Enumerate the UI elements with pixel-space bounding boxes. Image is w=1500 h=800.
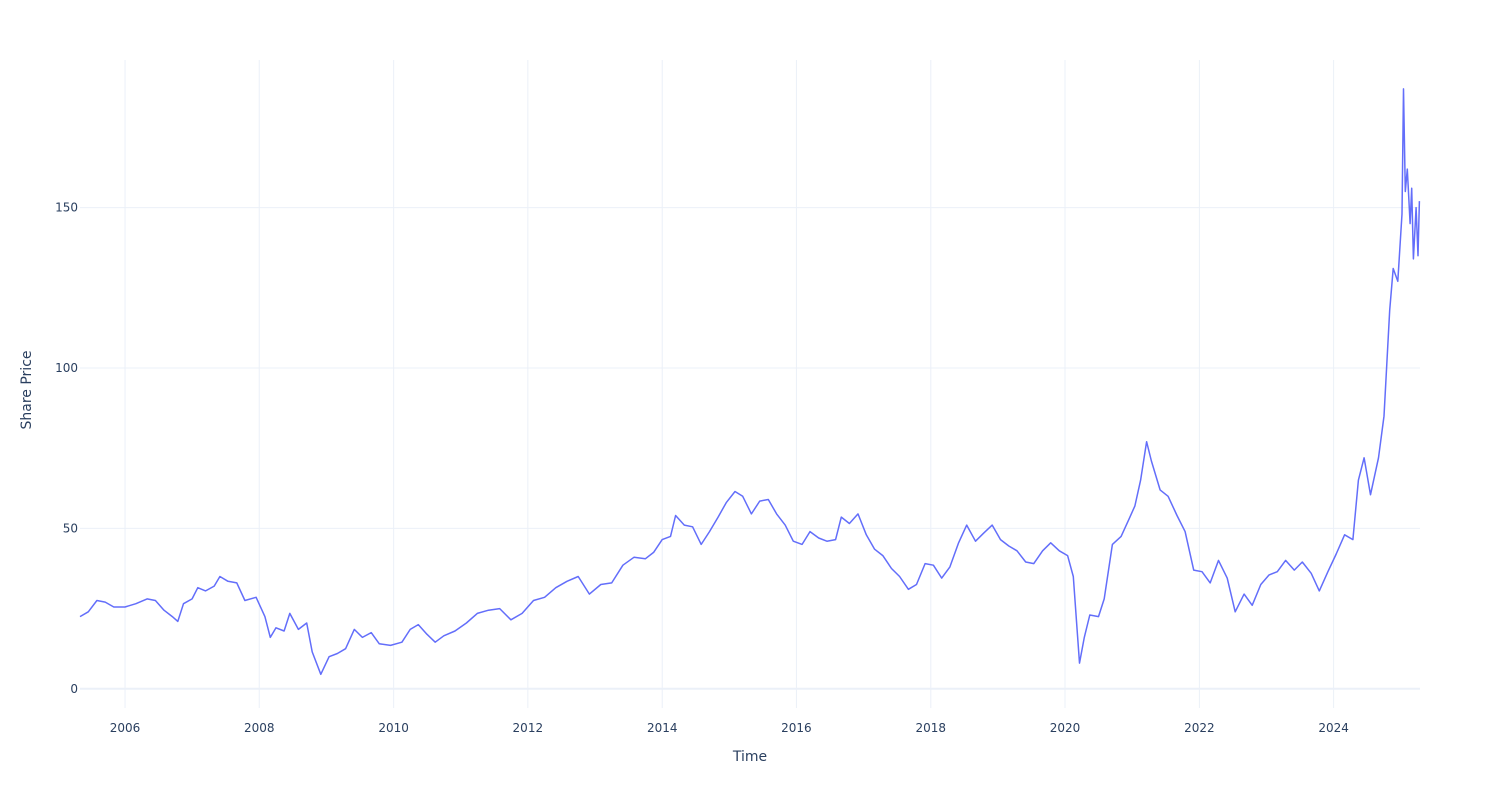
x-axis-title: Time (732, 749, 767, 765)
grid-lines (80, 60, 1420, 708)
y-tick-label: 50 (63, 521, 78, 535)
x-tick-label: 2018 (916, 721, 947, 735)
x-tick-label: 2006 (110, 721, 141, 735)
y-axis-title: Share Price (19, 350, 35, 429)
y-tick-label: 150 (55, 201, 78, 215)
x-tick-label: 2024 (1318, 721, 1349, 735)
x-tick-label: 2020 (1050, 721, 1081, 735)
x-tick-label: 2008 (244, 721, 275, 735)
x-axis-ticks: 2006 2008 2010 2012 2014 2016 2018 2020 2022 2024 (110, 721, 1349, 735)
x-tick-label: 2016 (781, 721, 812, 735)
share-price-line (79, 88, 1421, 676)
y-tick-label: 0 (70, 682, 78, 696)
series-layer (79, 88, 1421, 676)
x-tick-label: 2022 (1184, 721, 1215, 735)
x-tick-label: 2012 (513, 721, 544, 735)
y-tick-label: 100 (55, 361, 78, 375)
y-axis-ticks: 0 50 100 150 (55, 201, 78, 696)
x-tick-label: 2010 (378, 721, 409, 735)
x-tick-label: 2014 (647, 721, 678, 735)
